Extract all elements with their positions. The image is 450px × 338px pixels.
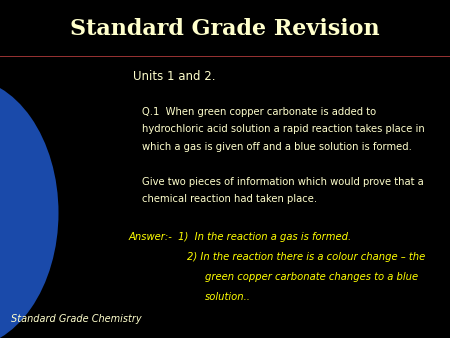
Text: which a gas is given off and a blue solution is formed.: which a gas is given off and a blue solu… (142, 142, 412, 152)
Text: hydrochloric acid solution a rapid reaction takes place in: hydrochloric acid solution a rapid react… (142, 124, 424, 134)
Text: Standard Grade Revision: Standard Grade Revision (70, 18, 380, 40)
Text: Units 1 and 2.: Units 1 and 2. (133, 70, 215, 82)
Text: Q.1  When green copper carbonate is added to: Q.1 When green copper carbonate is added… (142, 106, 376, 117)
Text: Give two pieces of information which would prove that a: Give two pieces of information which wou… (142, 177, 423, 187)
Text: chemical reaction had taken place.: chemical reaction had taken place. (142, 194, 317, 204)
Text: solution..: solution.. (205, 292, 251, 303)
Text: Answer:-  1)  In the reaction a gas is formed.: Answer:- 1) In the reaction a gas is for… (128, 232, 351, 242)
Ellipse shape (0, 78, 58, 338)
Text: green copper carbonate changes to a blue: green copper carbonate changes to a blue (205, 272, 418, 282)
Text: Standard Grade Chemistry: Standard Grade Chemistry (11, 314, 142, 324)
Text: 2) In the reaction there is a colour change – the: 2) In the reaction there is a colour cha… (187, 252, 425, 262)
